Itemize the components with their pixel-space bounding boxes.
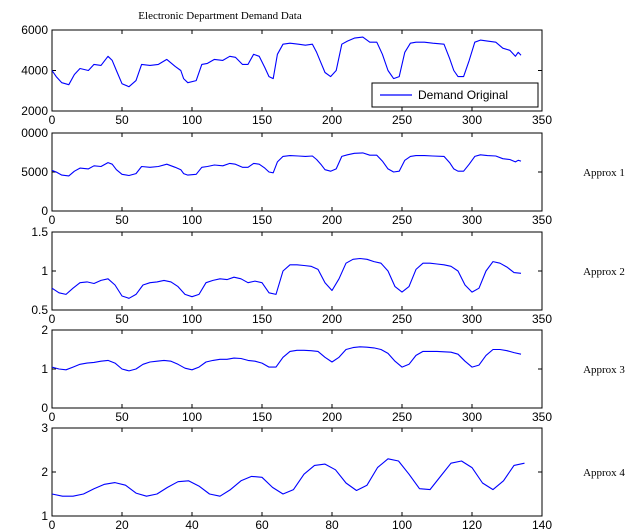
x-tick-label: 300 — [462, 113, 482, 127]
x-tick-label: 100 — [182, 410, 202, 424]
x-tick-label: 350 — [532, 410, 552, 424]
subplot-2: 0 50 100 150 200 250 300 350 0 5000 0000 Approx 1 — [21, 126, 625, 227]
x-tick-label: 20 — [115, 518, 129, 529]
y-tick-label: 0 — [41, 204, 48, 218]
subplot-1: 0 50 100 150 200 250 300 350 2000 4000 6000 Demand … — [21, 23, 552, 127]
subplot-side-label: Approx 1 — [583, 167, 625, 179]
subplot-side-label: Approx 4 — [583, 467, 625, 479]
x-tick-label: 140 — [532, 518, 552, 529]
x-tick-label: 0 — [49, 518, 56, 529]
subplot-side-label: Approx 2 — [583, 266, 625, 278]
x-tick-label: 120 — [462, 518, 482, 529]
x-tick-label: 50 — [115, 410, 129, 424]
y-tick-label: 6000 — [21, 23, 48, 37]
y-tick-label: 2 — [41, 323, 48, 337]
subplot-3: 0 50 100 150 200 250 300 350 0.5 1 1.5 Approx 2 — [31, 225, 625, 326]
y-tick-label: 5000 — [21, 165, 48, 179]
x-tick-label: 50 — [115, 113, 129, 127]
series-line — [51, 36, 522, 88]
x-tick-label: 0 — [49, 213, 56, 227]
subplots-container: 0 50 100 150 200 250 300 350200040006000Demand … — [21, 23, 625, 529]
x-tick-label: 200 — [322, 113, 342, 127]
legend-label: Demand Original — [418, 88, 508, 102]
x-tick-label: 250 — [392, 410, 412, 424]
x-tick-label: 200 — [322, 312, 342, 326]
x-tick-label: 300 — [462, 312, 482, 326]
y-tick-label: 1 — [41, 509, 48, 523]
x-tick-label: 200 — [322, 410, 342, 424]
x-tick-label: 250 — [392, 213, 412, 227]
y-tick-label: 0000 — [21, 126, 48, 140]
x-tick-label: 100 — [182, 113, 202, 127]
y-tick-label: 0.5 — [31, 303, 48, 317]
x-tick-label: 50 — [115, 213, 129, 227]
x-tick-label: 40 — [185, 518, 199, 529]
y-tick-label: 0 — [41, 401, 48, 415]
subplot-5: 0 20 40 60 80 100 120 140 1 2 3 Approx 4 — [41, 421, 625, 529]
x-tick-label: 0 — [49, 410, 56, 424]
x-tick-label: 150 — [252, 312, 272, 326]
x-tick-label: 300 — [462, 410, 482, 424]
x-tick-label: 150 — [252, 410, 272, 424]
series-line — [51, 257, 522, 299]
x-tick-label: 200 — [322, 213, 342, 227]
y-tick-label: 1 — [41, 362, 48, 376]
x-tick-label: 350 — [532, 312, 552, 326]
y-tick-label: 1 — [41, 264, 48, 278]
y-tick-label: 1.5 — [31, 225, 48, 239]
series-line — [51, 346, 522, 372]
y-tick-label: 2 — [41, 465, 48, 479]
x-tick-label: 60 — [255, 518, 269, 529]
x-tick-label: 150 — [252, 113, 272, 127]
subplot-side-label: Approx 3 — [583, 364, 625, 376]
x-tick-label: 150 — [252, 213, 272, 227]
y-tick-label: 3 — [41, 421, 48, 435]
subplot-4: 0 50 100 150 200 250 300 350 0 1 2 Approx 3 — [41, 323, 625, 424]
y-tick-label: 2000 — [21, 104, 48, 118]
y-tick-label: 4000 — [21, 64, 48, 78]
x-tick-label: 0 — [49, 113, 56, 127]
x-tick-label: 300 — [462, 213, 482, 227]
x-tick-label: 50 — [115, 312, 129, 326]
x-tick-label: 100 — [182, 312, 202, 326]
x-tick-label: 0 — [49, 312, 56, 326]
legend: Demand Original — [371, 82, 539, 108]
x-tick-label: 350 — [532, 113, 552, 127]
figure-title: Electronic Department Demand Data — [138, 10, 302, 22]
x-tick-label: 100 — [392, 518, 412, 529]
x-tick-label: 350 — [532, 213, 552, 227]
x-tick-label: 100 — [182, 213, 202, 227]
series-line — [51, 152, 522, 177]
x-tick-label: 250 — [392, 113, 412, 127]
series-line — [51, 458, 525, 497]
x-tick-label: 80 — [325, 518, 339, 529]
x-tick-label: 250 — [392, 312, 412, 326]
